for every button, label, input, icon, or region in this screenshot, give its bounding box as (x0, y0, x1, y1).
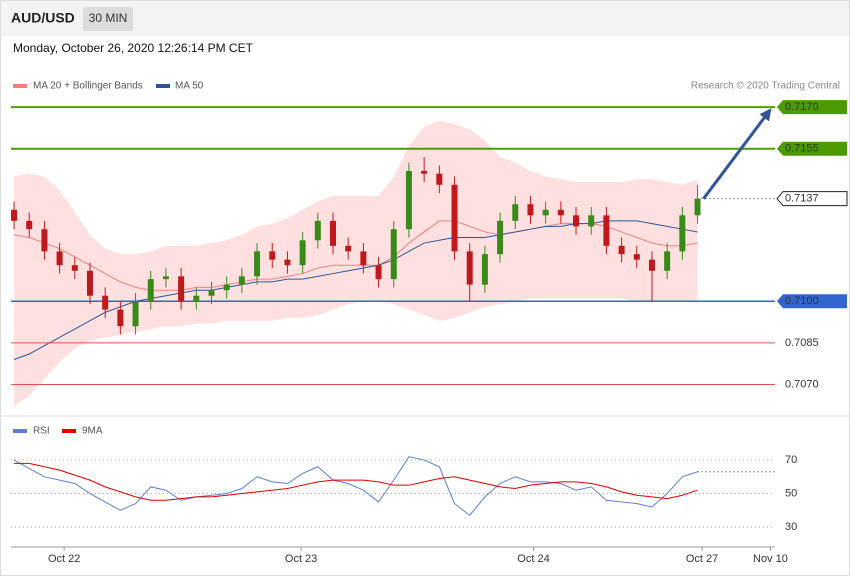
header-bar (1, 1, 849, 36)
candle-body (208, 290, 215, 296)
legend-swatch (13, 429, 27, 433)
legend-label: MA 20 + Bollinger Bands (33, 81, 143, 92)
candle-body (648, 259, 655, 271)
y-tick-label: 50 (785, 487, 797, 499)
candle-body (269, 251, 276, 260)
candle-body (527, 204, 534, 216)
candle-body (466, 251, 473, 285)
timeframe-badge (83, 7, 133, 31)
candle-body (254, 251, 261, 277)
price-tag (776, 191, 848, 207)
candle-body (11, 209, 18, 221)
candle-body (436, 173, 443, 185)
candle-body (481, 254, 488, 285)
y-tick-label: 70 (785, 454, 797, 466)
legend-swatch (156, 84, 170, 88)
candle-body (375, 265, 382, 280)
candle-body (178, 276, 185, 302)
level-label: 0.7155 (785, 143, 819, 155)
candle-body (542, 209, 549, 216)
candle-body (102, 295, 109, 310)
candle-body (41, 229, 48, 252)
candle-body (147, 279, 154, 302)
candle-body (405, 170, 412, 230)
price-tag-label: 0.7137 (785, 193, 819, 205)
indicator-line (13, 456, 698, 517)
credit: Research © 2020 Trading Central (691, 81, 840, 92)
level-tag (777, 141, 847, 156)
level-label: 0.7170 (785, 101, 819, 113)
legend-label: MA 50 (175, 81, 204, 92)
ma-line (13, 220, 698, 361)
timestamp: Monday, October 26, 2020 12:26:14 PM CET (13, 41, 254, 55)
candle-body (588, 215, 595, 227)
candle-body (26, 220, 33, 230)
candle-body (679, 215, 686, 252)
candle-body (162, 276, 169, 280)
legend-label: RSI (33, 426, 50, 437)
candle-body (284, 259, 291, 266)
candle-body (512, 204, 519, 221)
target-arrow (702, 108, 772, 200)
candle-body (71, 265, 78, 271)
candle-body (330, 220, 337, 246)
candle-body (390, 229, 397, 280)
level-label: 0.7100 (785, 295, 819, 307)
candle-body (314, 220, 321, 241)
x-tick-label: Nov 10 (753, 553, 788, 565)
candle-body (299, 240, 306, 266)
candle-body (557, 209, 564, 216)
candle-body (238, 276, 245, 285)
candle-body (694, 198, 701, 216)
x-tick-label: Oct 24 (517, 553, 549, 565)
legend-swatch (62, 429, 76, 433)
candle-body (345, 245, 352, 252)
y-tick-label: 30 (785, 521, 797, 533)
candle-body (633, 254, 640, 260)
candle-body (497, 220, 504, 255)
timeframe: 30 MIN (89, 11, 128, 25)
x-tick-label: Oct 23 (285, 553, 317, 565)
candle-body (451, 184, 458, 252)
candle-body (193, 295, 200, 302)
x-tick-label: Oct 27 (686, 553, 718, 565)
bollinger-band (14, 121, 698, 407)
symbol: AUD/USD (11, 10, 75, 26)
candle-body (223, 284, 230, 291)
candle-body (117, 309, 124, 327)
candle-body (664, 251, 671, 271)
level-label: 0.7070 (785, 378, 819, 390)
legend-swatch (13, 84, 27, 88)
candle-body (56, 251, 63, 266)
x-tick-label: Oct 22 (48, 553, 80, 565)
candle-body (421, 170, 428, 174)
level-tag (777, 100, 847, 115)
candle-body (360, 251, 367, 266)
candle-body (603, 215, 610, 246)
indicator-line (14, 462, 698, 501)
candle-body (132, 301, 139, 327)
level-label: 0.7085 (785, 337, 819, 349)
legend-label: 9MA (82, 426, 103, 437)
level-tag (777, 294, 847, 309)
candle-body (573, 215, 580, 227)
candle-body (86, 270, 93, 296)
candle-body (618, 245, 625, 255)
